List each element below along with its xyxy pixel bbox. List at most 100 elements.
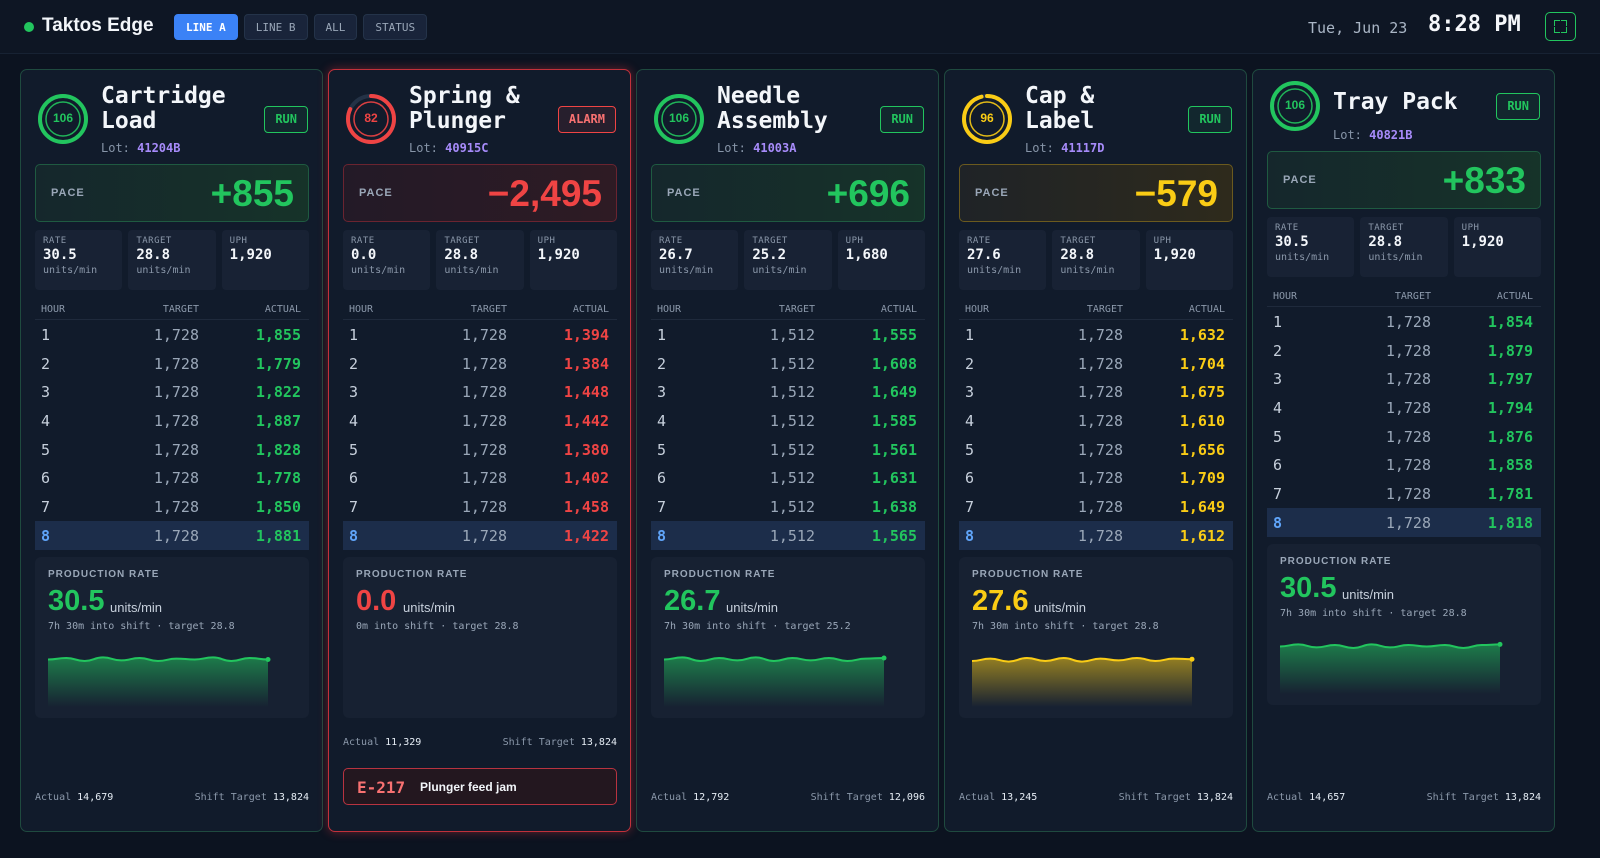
stat-label: TARGET xyxy=(136,236,172,246)
cell-actual: 1,585 xyxy=(871,412,917,431)
oee-ring-icon xyxy=(654,94,704,144)
shift-target-value: 12,096 xyxy=(888,792,925,803)
shift-target-total: Shift Target 13,824 xyxy=(195,792,309,803)
cell-hour: 6 xyxy=(41,469,51,488)
cell-actual: 1,380 xyxy=(563,440,609,459)
production-rate-panel: PRODUCTION RATE 30.5 units/min 7h 30m into … xyxy=(1267,544,1541,705)
stat-rate: RATE 30.5 units/min xyxy=(35,230,123,290)
column-header-hour: HOUR xyxy=(965,304,990,315)
error-banner[interactable]: E-217 Plunger feed jam xyxy=(343,768,617,805)
sparkline-line xyxy=(1280,643,1501,650)
stat-label: UPH xyxy=(229,236,248,246)
table-row: 7 1,728 1,781 xyxy=(1267,479,1541,508)
production-rate-value: 0.0 xyxy=(356,585,397,617)
tab-line-b[interactable]: LINE B xyxy=(243,14,308,40)
actual-total-value: 14,657 xyxy=(1309,792,1346,803)
stat-label: TARGET xyxy=(1060,236,1096,246)
station-name: Cartridge Load xyxy=(101,83,226,134)
stats-row: RATE 27.6 units/min TARGET 28.8 units/min UPH 1… xyxy=(959,230,1233,290)
pace-value: −2,495 xyxy=(487,173,602,214)
oee-ring-icon xyxy=(1270,81,1320,131)
production-sparkline xyxy=(48,656,271,707)
table-header: HOUR TARGET ACTUAL xyxy=(959,300,1233,320)
table-row: 3 1,728 1,797 xyxy=(1267,364,1541,393)
cell-target: 1,512 xyxy=(769,469,815,488)
cell-target: 1,728 xyxy=(1385,370,1431,389)
sparkline-endpoint xyxy=(1497,641,1503,647)
cell-target: 1,728 xyxy=(1077,469,1123,488)
table-row: 6 1,512 1,631 xyxy=(651,463,925,492)
production-sparkline xyxy=(972,656,1195,707)
stat-uph: UPH 1,920 xyxy=(1145,230,1233,290)
cell-target: 1,728 xyxy=(461,354,507,373)
column-header-hour: HOUR xyxy=(349,304,374,315)
cell-target: 1,728 xyxy=(153,526,199,545)
actual-total-value: 11,329 xyxy=(385,737,422,748)
cell-actual: 1,649 xyxy=(871,383,917,402)
shift-target-total: Shift Target 13,824 xyxy=(1427,792,1541,803)
stat-label: UPH xyxy=(1153,236,1172,246)
shift-target-value: 13,824 xyxy=(580,737,617,748)
lot-value: 41204B xyxy=(137,141,181,155)
pace-panel: PACE −2,495 xyxy=(343,164,617,222)
stat-rate: RATE 27.6 units/min xyxy=(959,230,1047,290)
pace-panel: PACE +855 xyxy=(35,164,309,222)
cell-actual: 1,612 xyxy=(1179,526,1225,545)
cell-hour: 4 xyxy=(41,412,51,431)
status-badge: RUN xyxy=(1496,93,1540,120)
production-rate-value: 30.5 xyxy=(48,585,105,617)
tab-all[interactable]: ALL xyxy=(313,14,358,40)
stat-value: 30.5 xyxy=(43,247,77,263)
fullscreen-button[interactable] xyxy=(1545,12,1576,41)
cell-hour: 5 xyxy=(349,440,359,459)
stat-unit: units/min xyxy=(659,265,714,276)
table-row: 8 1,728 1,818 xyxy=(1267,507,1541,537)
cell-target: 1,728 xyxy=(1385,341,1431,360)
cell-actual: 1,632 xyxy=(1179,326,1225,344)
shift-target-label: Shift Target xyxy=(194,792,267,803)
status-badge: RUN xyxy=(880,106,924,133)
cell-hour: 4 xyxy=(1273,399,1283,418)
table-row: 4 1,728 1,610 xyxy=(959,406,1233,435)
cell-actual: 1,448 xyxy=(563,383,609,402)
lot-value: 41117D xyxy=(1061,141,1105,155)
production-rate-value: 30.5 xyxy=(1280,572,1337,604)
cell-actual: 1,704 xyxy=(1179,354,1225,373)
table-row: 6 1,728 1,858 xyxy=(1267,450,1541,479)
tab-line-a[interactable]: LINE A xyxy=(174,14,238,40)
table-row: 6 1,728 1,778 xyxy=(35,463,309,492)
cell-target: 1,512 xyxy=(769,354,815,373)
cell-actual: 1,778 xyxy=(255,469,301,488)
stat-unit: units/min xyxy=(967,265,1022,276)
stat-unit: units/min xyxy=(43,265,98,276)
oee-value: 106 xyxy=(668,111,690,125)
station-name: Spring & Plunger xyxy=(409,83,520,134)
shift-target-total: Shift Target 13,824 xyxy=(503,737,617,748)
tab-status[interactable]: STATUS xyxy=(363,14,428,40)
cell-hour: 6 xyxy=(349,469,359,488)
stat-label: RATE xyxy=(967,236,991,246)
production-rate-unit: units/min xyxy=(726,600,779,615)
production-rate-subtitle: 7h 30m into shift · target 28.8 xyxy=(48,621,235,632)
cell-target: 1,728 xyxy=(1385,427,1431,446)
stat-label: TARGET xyxy=(1368,223,1404,233)
stat-label: RATE xyxy=(43,236,67,246)
oee-ring-icon xyxy=(346,94,396,144)
cell-hour: 2 xyxy=(965,354,975,373)
lot-number: Lot: 41003A xyxy=(717,141,796,155)
cell-target: 1,728 xyxy=(461,469,507,488)
cell-target: 1,728 xyxy=(153,326,199,344)
cell-hour: 1 xyxy=(965,326,975,344)
stat-label: UPH xyxy=(845,236,864,246)
cell-hour: 4 xyxy=(349,412,359,431)
cell-hour: 3 xyxy=(349,383,359,402)
shift-target-label: Shift Target xyxy=(1118,792,1191,803)
cell-target: 1,728 xyxy=(1077,354,1123,373)
pace-value: +696 xyxy=(826,173,910,214)
cell-target: 1,728 xyxy=(1077,383,1123,402)
cell-actual: 1,887 xyxy=(255,412,301,431)
cell-target: 1,512 xyxy=(769,440,815,459)
column-header-target: TARGET xyxy=(470,304,507,315)
cell-hour: 1 xyxy=(41,326,51,344)
table-row: 6 1,728 1,402 xyxy=(343,463,617,492)
